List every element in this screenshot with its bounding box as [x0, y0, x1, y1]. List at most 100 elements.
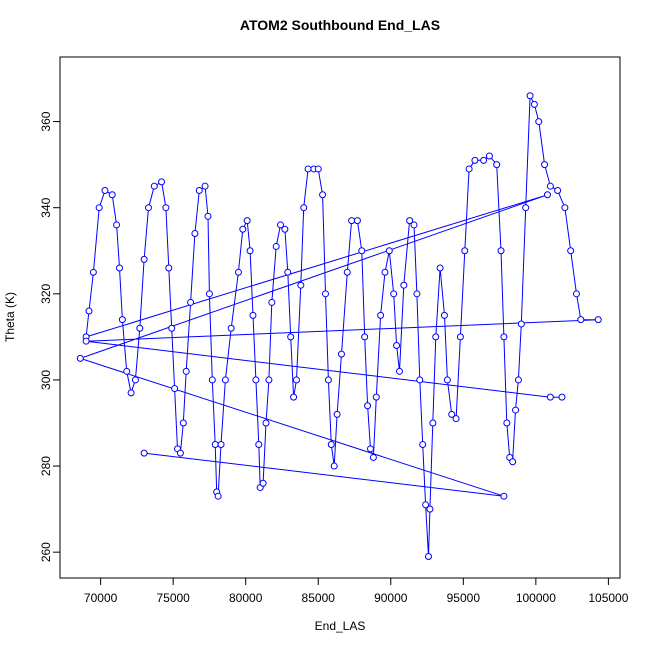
data-point	[243, 217, 251, 225]
y-axis-label: Theta (K)	[3, 292, 17, 342]
data-point	[465, 165, 473, 173]
data-point	[422, 501, 430, 509]
data-point	[424, 552, 432, 560]
data-point	[195, 186, 203, 194]
data-point	[364, 402, 372, 410]
data-point	[327, 441, 335, 449]
data-point	[227, 324, 235, 332]
data-point	[480, 156, 488, 164]
data-point	[436, 264, 444, 272]
data-point	[123, 367, 131, 375]
data-point	[262, 419, 270, 427]
data-point	[546, 182, 554, 190]
chart-title: ATOM2 Southbound End_LAS	[240, 17, 440, 33]
data-point	[366, 445, 374, 453]
data-point	[517, 320, 525, 328]
data-point	[440, 311, 448, 319]
data-point	[452, 415, 460, 423]
data-point	[406, 217, 414, 225]
data-point	[165, 264, 173, 272]
data-point	[324, 376, 332, 384]
data-point	[509, 458, 517, 466]
data-point	[413, 290, 421, 298]
data-point	[448, 410, 456, 418]
y-tick-label: 340	[39, 197, 53, 217]
data-point	[369, 453, 377, 461]
data-point	[179, 419, 187, 427]
data-point	[281, 225, 289, 233]
data-point	[268, 298, 276, 306]
data-point	[162, 204, 170, 212]
data-point	[558, 393, 566, 401]
data-point	[567, 247, 575, 255]
data-point	[214, 492, 222, 500]
data-point	[259, 479, 267, 487]
data-point	[541, 161, 549, 169]
data-point	[85, 307, 93, 315]
data-point	[208, 376, 216, 384]
y-tick-label: 280	[39, 456, 53, 476]
data-point	[381, 268, 389, 276]
data-point	[500, 333, 508, 341]
data-point	[204, 212, 212, 220]
data-point	[390, 290, 398, 298]
x-tick-label: 80000	[229, 591, 263, 605]
data-point	[530, 100, 538, 108]
data-point	[594, 316, 602, 324]
data-point	[168, 324, 176, 332]
data-point	[395, 367, 403, 375]
data-point	[246, 247, 254, 255]
data-point	[471, 156, 479, 164]
data-point	[514, 376, 522, 384]
data-point	[461, 247, 469, 255]
data-point	[419, 441, 427, 449]
data-point	[429, 419, 437, 427]
data-point	[535, 118, 543, 126]
data-point	[493, 161, 501, 169]
data-point	[512, 406, 520, 414]
data-point	[314, 165, 322, 173]
data-point	[182, 367, 190, 375]
data-point	[358, 247, 366, 255]
data-point	[546, 393, 554, 401]
data-point	[118, 316, 126, 324]
data-point	[561, 204, 569, 212]
x-tick-label: 70000	[84, 591, 118, 605]
data-point	[115, 264, 123, 272]
data-point	[426, 505, 434, 513]
data-point	[101, 186, 109, 194]
data-point	[113, 221, 121, 229]
x-tick-label: 75000	[156, 591, 190, 605]
data-point	[353, 217, 361, 225]
data-point	[290, 393, 298, 401]
data-point	[297, 281, 305, 289]
data-point	[497, 247, 505, 255]
data-point	[234, 268, 242, 276]
data-point	[485, 152, 493, 160]
data-point	[337, 350, 345, 358]
x-tick-label: 95000	[447, 591, 481, 605]
x-tick-label: 100000	[516, 591, 556, 605]
data-point	[321, 290, 329, 298]
data-point	[272, 242, 280, 250]
data-point	[522, 204, 530, 212]
data-point	[171, 385, 179, 393]
data-point	[284, 268, 292, 276]
data-point	[304, 165, 312, 173]
y-tick-label: 260	[39, 542, 53, 562]
data-point	[500, 492, 508, 500]
data-point	[205, 290, 213, 298]
data-point	[343, 268, 351, 276]
data-point	[330, 462, 338, 470]
x-tick-label: 85000	[302, 591, 336, 605]
y-tick-label: 320	[39, 283, 53, 303]
data-point	[377, 311, 385, 319]
y-tick-label: 360	[39, 111, 53, 131]
data-point	[432, 333, 440, 341]
data-point	[140, 449, 148, 457]
data-point	[221, 376, 229, 384]
data-point	[176, 449, 184, 457]
data-point	[577, 316, 585, 324]
data-point	[393, 341, 401, 349]
